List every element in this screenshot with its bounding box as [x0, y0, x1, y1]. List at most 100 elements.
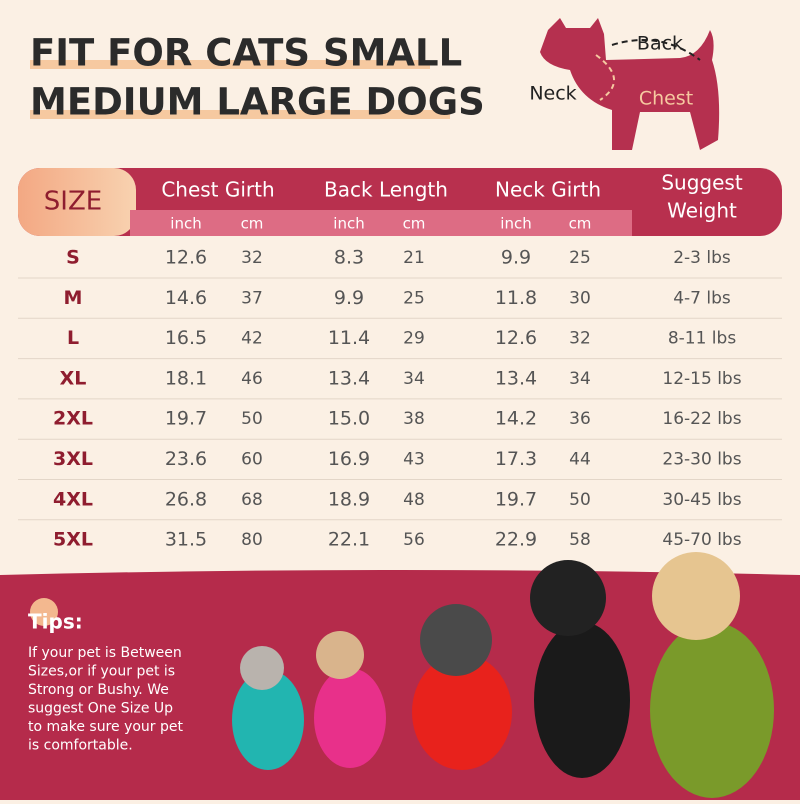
column-header: Weight: [667, 199, 737, 223]
unit-label: cm: [403, 215, 426, 233]
pet-chihuahua: [314, 668, 386, 768]
value-cell: 14.2: [495, 408, 537, 430]
value-cell: 23.6: [165, 448, 207, 470]
value-cell: 45-70 lbs: [662, 530, 741, 550]
value-cell: 42: [241, 329, 263, 349]
pet-chihuahua-head: [316, 631, 364, 679]
value-cell: 50: [569, 490, 591, 510]
value-cell: 11.8: [495, 287, 537, 309]
tips-line: Sizes,or if your pet is: [28, 664, 175, 680]
unit-label: inch: [500, 215, 531, 233]
value-cell: 11.4: [328, 327, 370, 349]
value-cell: 17.3: [495, 448, 537, 470]
value-cell: 60: [241, 450, 263, 470]
pet-cat: [232, 670, 304, 770]
dog-silhouette: [540, 18, 720, 150]
value-cell: 12.6: [495, 327, 537, 349]
value-cell: 50: [241, 409, 263, 429]
value-cell: 4-7 lbs: [673, 288, 731, 308]
value-cell: 12.6: [165, 247, 207, 269]
value-cell: 31.5: [165, 529, 207, 551]
value-cell: 9.9: [334, 287, 364, 309]
value-cell: 8-11 lbs: [668, 329, 737, 349]
value-cell: 34: [403, 369, 425, 389]
value-cell: 8.3: [334, 247, 364, 269]
column-header: Chest Girth: [161, 178, 274, 202]
value-cell: 15.0: [328, 408, 370, 430]
tips-line: Strong or Bushy. We: [28, 682, 169, 698]
value-cell: 13.4: [328, 367, 370, 389]
unit-band: [130, 210, 632, 236]
size-cell: M: [64, 287, 83, 309]
value-cell: 36: [569, 409, 591, 429]
tips-line: is comfortable.: [28, 738, 133, 754]
title-line: FIT FOR CATS SMALL: [30, 32, 462, 75]
value-cell: 18.1: [165, 367, 207, 389]
pet-bulldog: [412, 654, 512, 770]
pet-illustrations: [232, 552, 774, 798]
pet-collie: [534, 622, 630, 778]
value-cell: 13.4: [495, 367, 537, 389]
tips-line: suggest One Size Up: [28, 701, 173, 717]
value-cell: 44: [569, 450, 591, 470]
pet-golden-head: [652, 552, 740, 640]
value-cell: 46: [241, 369, 263, 389]
value-cell: 68: [241, 490, 263, 510]
value-cell: 30-45 lbs: [662, 490, 741, 510]
title-highlight: [30, 110, 450, 119]
diagram-label: Neck: [529, 83, 576, 105]
size-cell: XL: [60, 367, 87, 389]
value-cell: 16.5: [165, 327, 207, 349]
table-body: S 12.6 32 8.3 21 9.9 25 2-3 lbs M 14.6 37 9.9 25 11.8…: [18, 247, 782, 551]
value-cell: 12-15 lbs: [662, 369, 741, 389]
value-cell: 38: [403, 409, 425, 429]
value-cell: 16-22 lbs: [662, 409, 741, 429]
value-cell: 58: [569, 530, 591, 550]
value-cell: 29: [403, 329, 425, 349]
value-cell: 25: [403, 288, 425, 308]
column-header: Back Length: [324, 178, 448, 202]
tips-line: to make sure your pet: [28, 719, 184, 735]
size-cell: 3XL: [53, 448, 93, 470]
value-cell: 32: [241, 248, 263, 268]
value-cell: 19.7: [165, 408, 207, 430]
size-header-cell: [18, 168, 136, 236]
unit-label: inch: [333, 215, 364, 233]
value-cell: 25: [569, 248, 591, 268]
value-cell: 9.9: [501, 247, 531, 269]
value-cell: 80: [241, 530, 263, 550]
value-cell: 22.9: [495, 529, 537, 551]
tips-dot: [30, 598, 58, 626]
tips-title: Tips:: [28, 610, 83, 634]
diagram-label: Chest: [639, 88, 693, 110]
column-header: Suggest: [661, 171, 742, 195]
value-cell: 37: [241, 288, 263, 308]
value-cell: 56: [403, 530, 425, 550]
value-cell: 32: [569, 329, 591, 349]
unit-label: inch: [170, 215, 201, 233]
value-cell: 26.8: [165, 488, 207, 510]
value-cell: 30: [569, 288, 591, 308]
pet-bulldog-head: [420, 604, 492, 676]
value-cell: 23-30 lbs: [662, 450, 741, 470]
value-cell: 34: [569, 369, 591, 389]
value-cell: 18.9: [328, 488, 370, 510]
value-cell: 19.7: [495, 488, 537, 510]
tips-text: If your pet is Between Sizes,or if your p…: [28, 645, 184, 754]
size-cell: 2XL: [53, 408, 93, 430]
value-cell: 16.9: [328, 448, 370, 470]
value-cell: 48: [403, 490, 425, 510]
size-cell: 5XL: [53, 529, 93, 551]
pet-golden: [650, 622, 774, 798]
value-cell: 2-3 lbs: [673, 248, 731, 268]
measure-line: [595, 54, 616, 101]
size-header: SIZE: [44, 187, 102, 217]
tips-line: If your pet is Between: [28, 645, 182, 661]
title-line: MEDIUM LARGE DOGS: [30, 81, 485, 124]
unit-label: cm: [569, 215, 592, 233]
column-header: Neck Girth: [495, 178, 601, 202]
value-cell: 14.6: [165, 287, 207, 309]
pet-collie-head: [530, 560, 606, 636]
